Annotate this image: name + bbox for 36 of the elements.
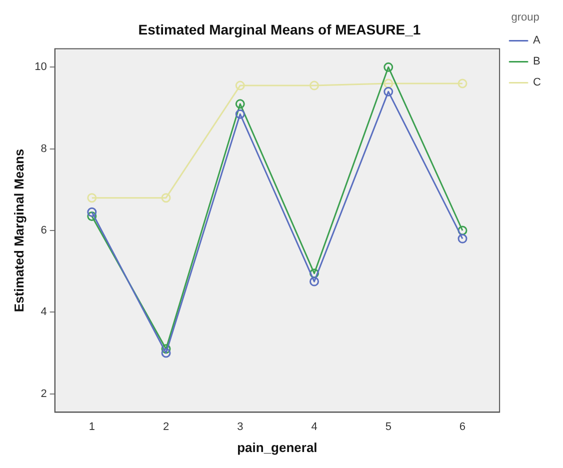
y-tick-label: 2 bbox=[40, 388, 47, 400]
x-tick-label: 2 bbox=[162, 420, 170, 433]
point bbox=[384, 62, 394, 72]
legend-label: B bbox=[533, 56, 540, 68]
legend-label: A bbox=[533, 34, 542, 47]
point bbox=[310, 268, 320, 278]
point bbox=[235, 109, 245, 119]
y-tick-label: 8 bbox=[40, 142, 47, 155]
point bbox=[87, 193, 97, 203]
x-tick-label: 3 bbox=[237, 420, 244, 433]
point bbox=[161, 348, 171, 358]
point bbox=[384, 78, 394, 88]
legend-title: group bbox=[511, 12, 540, 24]
y-tick-label: 4 bbox=[40, 306, 47, 318]
x-tick-label: 5 bbox=[385, 420, 392, 433]
x-tick-label: 6 bbox=[459, 420, 466, 433]
chart-title: Estimated Marginal Means of MEASURE_1 bbox=[138, 21, 421, 38]
x-tick-label: 4 bbox=[311, 420, 318, 433]
x-tick-label: 1 bbox=[88, 420, 95, 433]
point bbox=[235, 99, 245, 109]
point bbox=[458, 234, 468, 244]
point bbox=[87, 207, 97, 217]
point bbox=[235, 80, 245, 90]
y-tick-label: 6 bbox=[40, 224, 47, 237]
point bbox=[310, 80, 320, 90]
point bbox=[458, 78, 468, 88]
point bbox=[161, 193, 171, 203]
x-axis-title: pain_general bbox=[237, 440, 318, 455]
legend-label: C bbox=[533, 76, 542, 89]
point bbox=[458, 226, 468, 236]
point bbox=[87, 211, 97, 221]
y-tick-label: 10 bbox=[34, 61, 47, 74]
point bbox=[161, 344, 171, 354]
point bbox=[384, 86, 394, 96]
point bbox=[310, 276, 320, 286]
y-axis-title: Estimated Marginal Means bbox=[11, 148, 26, 312]
